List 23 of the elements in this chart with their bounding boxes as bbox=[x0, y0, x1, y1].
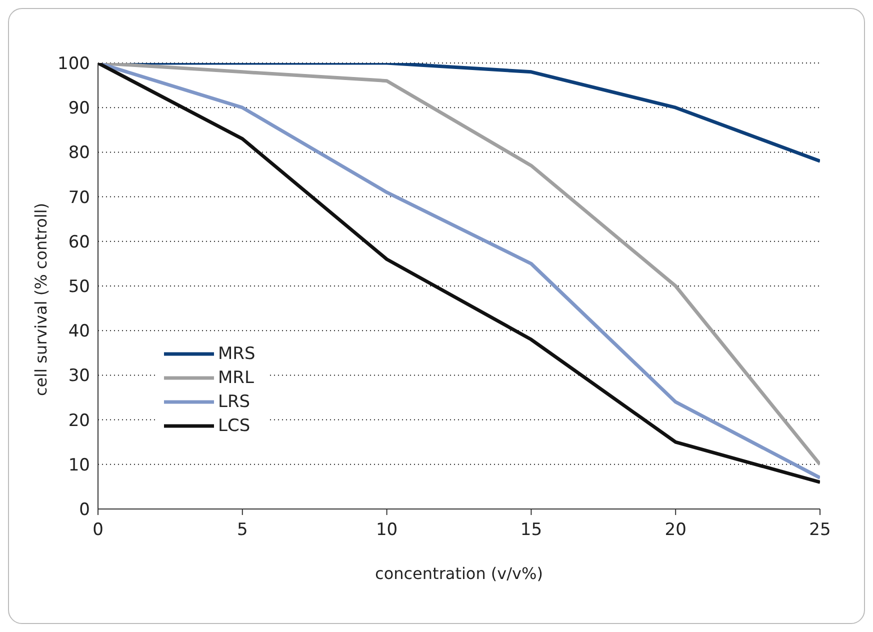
x-tick-label: 5 bbox=[236, 520, 248, 540]
legend-label: MRL bbox=[218, 367, 254, 390]
legend-label: MRS bbox=[218, 343, 256, 366]
legend-label: LRS bbox=[218, 391, 250, 414]
y-tick-label: 80 bbox=[68, 143, 90, 164]
x-tick-label: 10 bbox=[376, 520, 398, 540]
y-tick-label: 90 bbox=[68, 98, 90, 119]
y-tick-label: 10 bbox=[68, 455, 90, 476]
y-tick-label: 30 bbox=[68, 366, 90, 386]
y-tick-label: 60 bbox=[68, 232, 90, 252]
x-tick-label: 15 bbox=[520, 520, 542, 540]
y-tick-label: 100 bbox=[58, 54, 90, 74]
y-axis-title: cell survival (% controll) bbox=[32, 202, 51, 396]
x-tick-label: 20 bbox=[664, 520, 686, 540]
y-tick-label: 0 bbox=[79, 500, 90, 520]
y-tick-label: 20 bbox=[68, 410, 90, 431]
y-tick-label: 40 bbox=[68, 322, 90, 342]
x-tick-label: 25 bbox=[809, 520, 831, 540]
y-tick-label: 50 bbox=[68, 277, 90, 298]
y-tick-label: 70 bbox=[68, 188, 90, 208]
x-axis-title: concentration (v/v%) bbox=[375, 564, 543, 583]
legend-label: LCS bbox=[218, 415, 250, 438]
x-tick-label: 0 bbox=[92, 520, 104, 540]
